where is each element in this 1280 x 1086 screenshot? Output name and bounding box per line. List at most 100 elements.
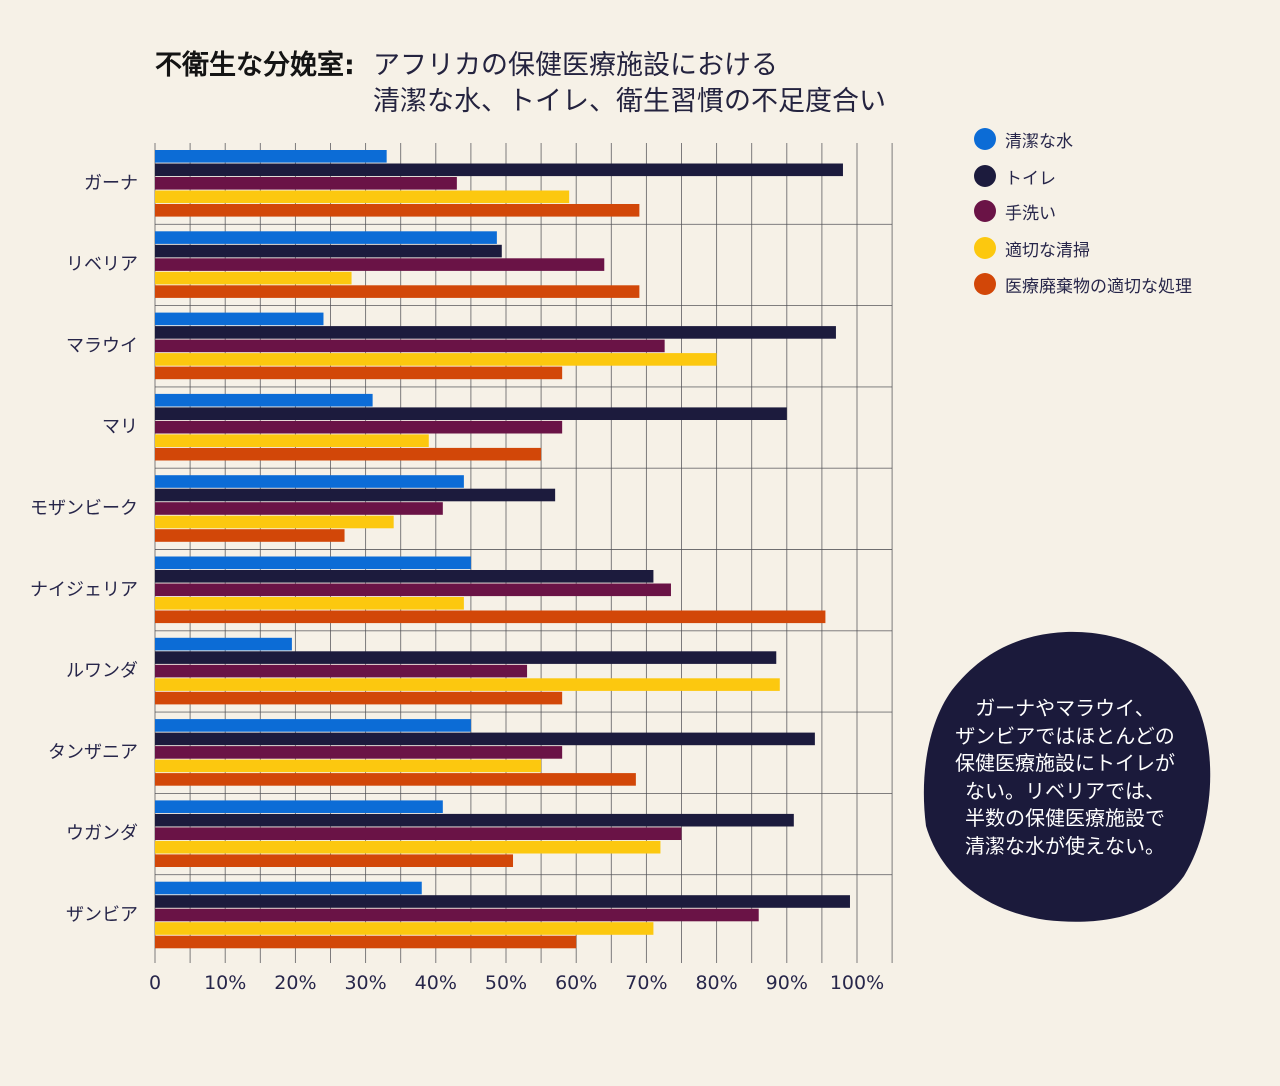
legend-label-handwashing: 手洗い — [1005, 203, 1056, 224]
bar-toilet-malawi — [155, 326, 836, 339]
bar-clean-water-zambia — [155, 881, 422, 895]
legend-item-clean-water: 清潔な水 — [974, 127, 1073, 152]
chart-title-bold: 不衛生な分娩室: — [155, 50, 355, 81]
category-label-liberia: リベリア — [66, 254, 138, 275]
bar-toilet-ghana — [155, 163, 843, 177]
x-tick-label: 50% — [485, 972, 527, 994]
annotation-line: ない。リベリアでは、 — [965, 778, 1165, 803]
bar-cleaning-malawi — [155, 353, 717, 366]
category-label-malawi: マラウイ — [66, 335, 138, 356]
annotation-callout: ガーナやマラウイ、 ザンビアではほとんどの 保健医療施設にトイレが ない。リベリ… — [918, 630, 1212, 924]
x-tick-label: 60% — [555, 972, 597, 994]
bar-clean-water-mali — [155, 393, 373, 407]
legend-swatch-waste-disposal — [974, 273, 996, 295]
bar-handwashing-zambia — [155, 908, 759, 922]
x-tick-label: 20% — [274, 972, 316, 994]
bar-toilet-mozambique — [155, 488, 556, 502]
bar-handwashing-mozambique — [155, 502, 443, 515]
bar-waste-disposal-tanzania — [155, 773, 636, 786]
bar-waste-disposal-mali — [155, 447, 542, 461]
bar-waste-disposal-liberia — [155, 285, 640, 298]
legend-swatch-cleaning — [974, 237, 996, 259]
bar-handwashing-uganda — [155, 827, 682, 840]
legend-label-toilet: トイレ — [1005, 168, 1056, 189]
bar-handwashing-malawi — [155, 339, 665, 353]
category-label-zambia: ザンビア — [66, 905, 138, 926]
bar-cleaning-mozambique — [155, 515, 394, 529]
bar-cleaning-liberia — [155, 271, 352, 285]
bar-chart: ガーナリベリアマラウイマリモザンビークナイジェリアルワンダタンザニアウガンダザン… — [30, 143, 893, 994]
x-tick-label: 30% — [344, 972, 386, 994]
category-label-uganda: ウガンダ — [66, 823, 138, 844]
legend-swatch-clean-water — [974, 128, 996, 150]
annotation-line: 清潔な水が使えない。 — [965, 833, 1165, 858]
category-label-tanzania: タンザニア — [48, 742, 138, 763]
bar-toilet-uganda — [155, 813, 794, 827]
bar-cleaning-zambia — [155, 922, 654, 935]
bar-waste-disposal-uganda — [155, 854, 514, 867]
bar-handwashing-tanzania — [155, 746, 563, 759]
bar-cleaning-ghana — [155, 190, 570, 204]
category-label-mali: マリ — [102, 417, 138, 438]
category-label-mozambique: モザンビーク — [30, 498, 138, 519]
x-axis-ticks: 0 10% 20% 30% 40% 50% 60% 70% 80% 90% 100% — [149, 972, 884, 994]
category-label-nigeria: ナイジェリア — [30, 579, 138, 600]
annotation-line: ガーナやマラウイ、 — [975, 696, 1155, 720]
bar-waste-disposal-ghana — [155, 204, 640, 217]
category-label-rwanda: ルワンダ — [66, 661, 138, 682]
bar-handwashing-liberia — [155, 258, 605, 271]
bar-clean-water-nigeria — [155, 556, 471, 570]
bar-handwashing-rwanda — [155, 664, 528, 678]
legend-item-cleaning: 適切な清掃 — [974, 236, 1090, 261]
bar-clean-water-mozambique — [155, 475, 464, 488]
bar-clean-water-liberia — [155, 231, 497, 244]
annotation-line: 半数の保健医療施設で — [965, 806, 1165, 831]
bar-clean-water-malawi — [155, 312, 324, 326]
bar-handwashing-nigeria — [155, 583, 671, 597]
bar-toilet-zambia — [155, 895, 850, 908]
bar-toilet-tanzania — [155, 732, 815, 746]
bar-toilet-mali — [155, 407, 787, 420]
legend: 清潔な水 トイレ 手洗い 適切な清掃 医療廃棄物の適切な処理 — [974, 0, 1274, 310]
bar-handwashing-mali — [155, 420, 563, 434]
x-tick-label: 90% — [766, 972, 808, 994]
bar-handwashing-ghana — [155, 177, 457, 190]
bar-cleaning-rwanda — [155, 678, 780, 691]
bar-waste-disposal-zambia — [155, 935, 577, 949]
legend-label-clean-water: 清潔な水 — [1005, 131, 1073, 152]
bar-toilet-rwanda — [155, 651, 777, 664]
legend-label-waste-disposal: 医療廃棄物の適切な処理 — [1005, 276, 1192, 297]
bar-clean-water-ghana — [155, 150, 387, 163]
bar-cleaning-tanzania — [155, 759, 542, 773]
annotation-blob — [923, 631, 1211, 922]
legend-item-handwashing: 手洗い — [974, 199, 1056, 224]
bar-cleaning-nigeria — [155, 597, 464, 610]
x-tick-label: 70% — [625, 972, 667, 994]
x-tick-label: 40% — [415, 972, 457, 994]
annotation-blob-shape — [923, 631, 1211, 922]
x-tick-label: 100% — [830, 972, 884, 994]
bar-waste-disposal-malawi — [155, 366, 563, 380]
x-tick-label: 0 — [149, 972, 161, 994]
legend-item-toilet: トイレ — [974, 164, 1056, 189]
category-labels: ガーナリベリアマラウイマリモザンビークナイジェリアルワンダタンザニアウガンダザン… — [30, 173, 138, 926]
annotation-line: 保健医療施設にトイレが — [955, 751, 1175, 776]
chart-title-line-2: 清潔な水、トイレ、衛生習慣の不足度合い — [373, 86, 886, 117]
x-tick-label: 80% — [695, 972, 737, 994]
bar-clean-water-uganda — [155, 800, 443, 813]
legend-item-waste-disposal: 医療廃棄物の適切な処理 — [974, 272, 1192, 297]
bar-toilet-liberia — [155, 244, 502, 258]
bar-cleaning-uganda — [155, 840, 661, 854]
annotation-text: ガーナやマラウイ、 ザンビアではほとんどの 保健医療施設にトイレが ない。リベリ… — [918, 695, 1212, 861]
bars — [155, 150, 850, 949]
bar-cleaning-mali — [155, 434, 429, 447]
x-tick-label: 10% — [204, 972, 246, 994]
legend-label-cleaning: 適切な清掃 — [1005, 240, 1090, 261]
legend-swatch-handwashing — [974, 200, 996, 222]
bar-waste-disposal-rwanda — [155, 691, 563, 705]
category-label-ghana: ガーナ — [84, 173, 138, 194]
bar-waste-disposal-nigeria — [155, 610, 826, 624]
bar-waste-disposal-mozambique — [155, 529, 345, 542]
chart-title-line-1: アフリカの保健医療施設における — [373, 50, 778, 81]
